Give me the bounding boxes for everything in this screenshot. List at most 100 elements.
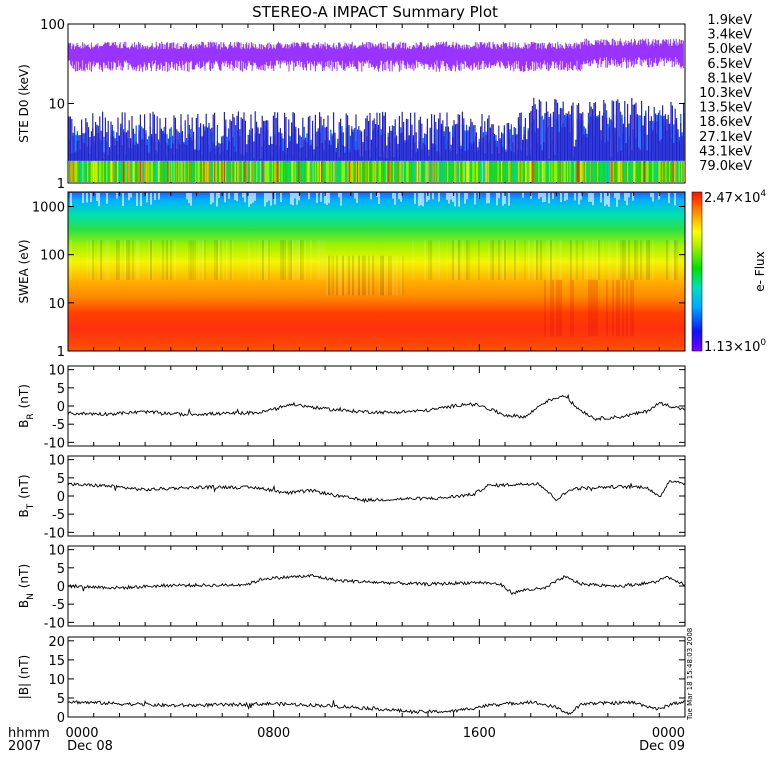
ste-band-cell bbox=[493, 160, 496, 182]
swea-cell bbox=[652, 240, 654, 280]
swea-cell bbox=[436, 240, 438, 280]
ste-band-cell bbox=[162, 160, 165, 182]
swea-cell bbox=[502, 193, 504, 206]
ste-band-cell bbox=[106, 160, 108, 182]
swea-cell bbox=[388, 255, 390, 296]
swea-cell bbox=[428, 240, 430, 280]
ste-band-cell bbox=[371, 160, 373, 182]
xtick-label-time: 0000 bbox=[652, 726, 685, 741]
swea-ytick-label: 1 bbox=[57, 345, 65, 360]
ste-band-cell bbox=[611, 160, 613, 182]
ste-band-cell bbox=[299, 160, 301, 182]
ste-band-cell bbox=[461, 160, 463, 182]
swea-cell bbox=[130, 193, 132, 198]
ste-band-cell bbox=[354, 160, 357, 182]
swea-cell bbox=[430, 240, 432, 280]
colorbar-label: e- Flux bbox=[753, 251, 767, 291]
ste-band-cell bbox=[489, 160, 491, 182]
swea-cell bbox=[570, 240, 572, 280]
ste-band-cell bbox=[191, 160, 193, 182]
swea-cell bbox=[508, 193, 510, 206]
ste-band-cell bbox=[486, 160, 489, 182]
ste-band-cell bbox=[271, 160, 274, 182]
swea-cell bbox=[590, 193, 592, 202]
ste-band-cell bbox=[661, 160, 664, 182]
ste-band-cell bbox=[670, 160, 672, 182]
ste-band-cell bbox=[293, 160, 295, 182]
ste-band-cell bbox=[516, 160, 519, 182]
swea-cell bbox=[234, 193, 236, 201]
ste-band-cell bbox=[138, 160, 141, 182]
swea-cell bbox=[350, 255, 352, 296]
ste-band-cell bbox=[330, 160, 333, 182]
swea-spectrogram bbox=[68, 192, 685, 351]
swea-cell bbox=[216, 193, 218, 207]
ste-band-cell bbox=[424, 160, 426, 182]
bn-ytick-label: -10 bbox=[44, 616, 65, 631]
swea-cell bbox=[548, 193, 550, 204]
ste-band-cell bbox=[432, 160, 435, 182]
ste-band-cell bbox=[250, 160, 252, 182]
swea-cell bbox=[548, 240, 550, 280]
ste-band-cell bbox=[123, 160, 125, 182]
ste-band-cell bbox=[166, 160, 168, 182]
swea-cell bbox=[558, 240, 560, 280]
ste-band-cell bbox=[484, 160, 486, 182]
ste-band-cell bbox=[675, 160, 677, 182]
ste-band-cell bbox=[637, 160, 640, 182]
bn-ytick-label: 5 bbox=[57, 562, 65, 577]
ste-band-cell bbox=[285, 160, 287, 182]
swea-cell bbox=[98, 240, 100, 280]
colorbar-max-label: 2.47×104 bbox=[704, 189, 766, 206]
ste-band-cell bbox=[568, 160, 570, 182]
ste-band-cell bbox=[435, 160, 437, 182]
ste-band-cell bbox=[313, 160, 316, 182]
swea-cell bbox=[98, 193, 100, 207]
ste-band-cell bbox=[481, 160, 484, 182]
ste-band-cell bbox=[100, 160, 102, 182]
ste-band-cell bbox=[78, 160, 81, 182]
swea-cell bbox=[560, 240, 562, 280]
swea-cell bbox=[584, 240, 586, 280]
swea-cell bbox=[610, 240, 612, 280]
ste-band-cell bbox=[544, 160, 546, 182]
ste-band-cell bbox=[125, 160, 127, 182]
ste-band-cell bbox=[130, 160, 132, 182]
ste-band-cell bbox=[640, 160, 642, 182]
swea-cell bbox=[294, 240, 296, 280]
swea-cell bbox=[168, 240, 170, 280]
swea-cell bbox=[414, 193, 416, 204]
ste-band-cell bbox=[639, 160, 641, 182]
ste-band-cell bbox=[520, 160, 522, 182]
ste-band-cell bbox=[345, 160, 347, 182]
ste-band-cell bbox=[466, 160, 468, 182]
swea-cell bbox=[506, 240, 508, 280]
swea-cell bbox=[616, 240, 618, 280]
ste-band-cell bbox=[180, 160, 183, 182]
ste-band-cell bbox=[171, 160, 173, 182]
swea-cell bbox=[626, 279, 628, 337]
ste-band-cell bbox=[460, 160, 462, 182]
ste-band-cell bbox=[586, 160, 588, 182]
swea-cell bbox=[338, 255, 340, 296]
swea-cell bbox=[368, 255, 370, 296]
ste-band-cell bbox=[406, 160, 408, 182]
ste-band-cell bbox=[204, 160, 207, 182]
swea-cell bbox=[352, 255, 354, 296]
ste-band-cell bbox=[258, 160, 261, 182]
ste-band-cell bbox=[418, 160, 420, 182]
swea-cell bbox=[186, 193, 188, 200]
ste-band-cell bbox=[550, 160, 552, 182]
ste-band-cell bbox=[304, 160, 306, 182]
ste-band-cell bbox=[315, 160, 317, 182]
swea-cell bbox=[602, 240, 604, 280]
ste-band-cell bbox=[658, 160, 660, 182]
swea-cell bbox=[400, 193, 402, 202]
ste-band-cell bbox=[346, 160, 348, 182]
ste-band-cell bbox=[669, 160, 671, 182]
ste-band-cell bbox=[574, 160, 576, 182]
swea-cell bbox=[394, 255, 396, 296]
ste-band-cell bbox=[143, 160, 145, 182]
swea-ylabel: SWEA (eV) bbox=[17, 239, 31, 303]
ste-band-cell bbox=[571, 160, 574, 182]
